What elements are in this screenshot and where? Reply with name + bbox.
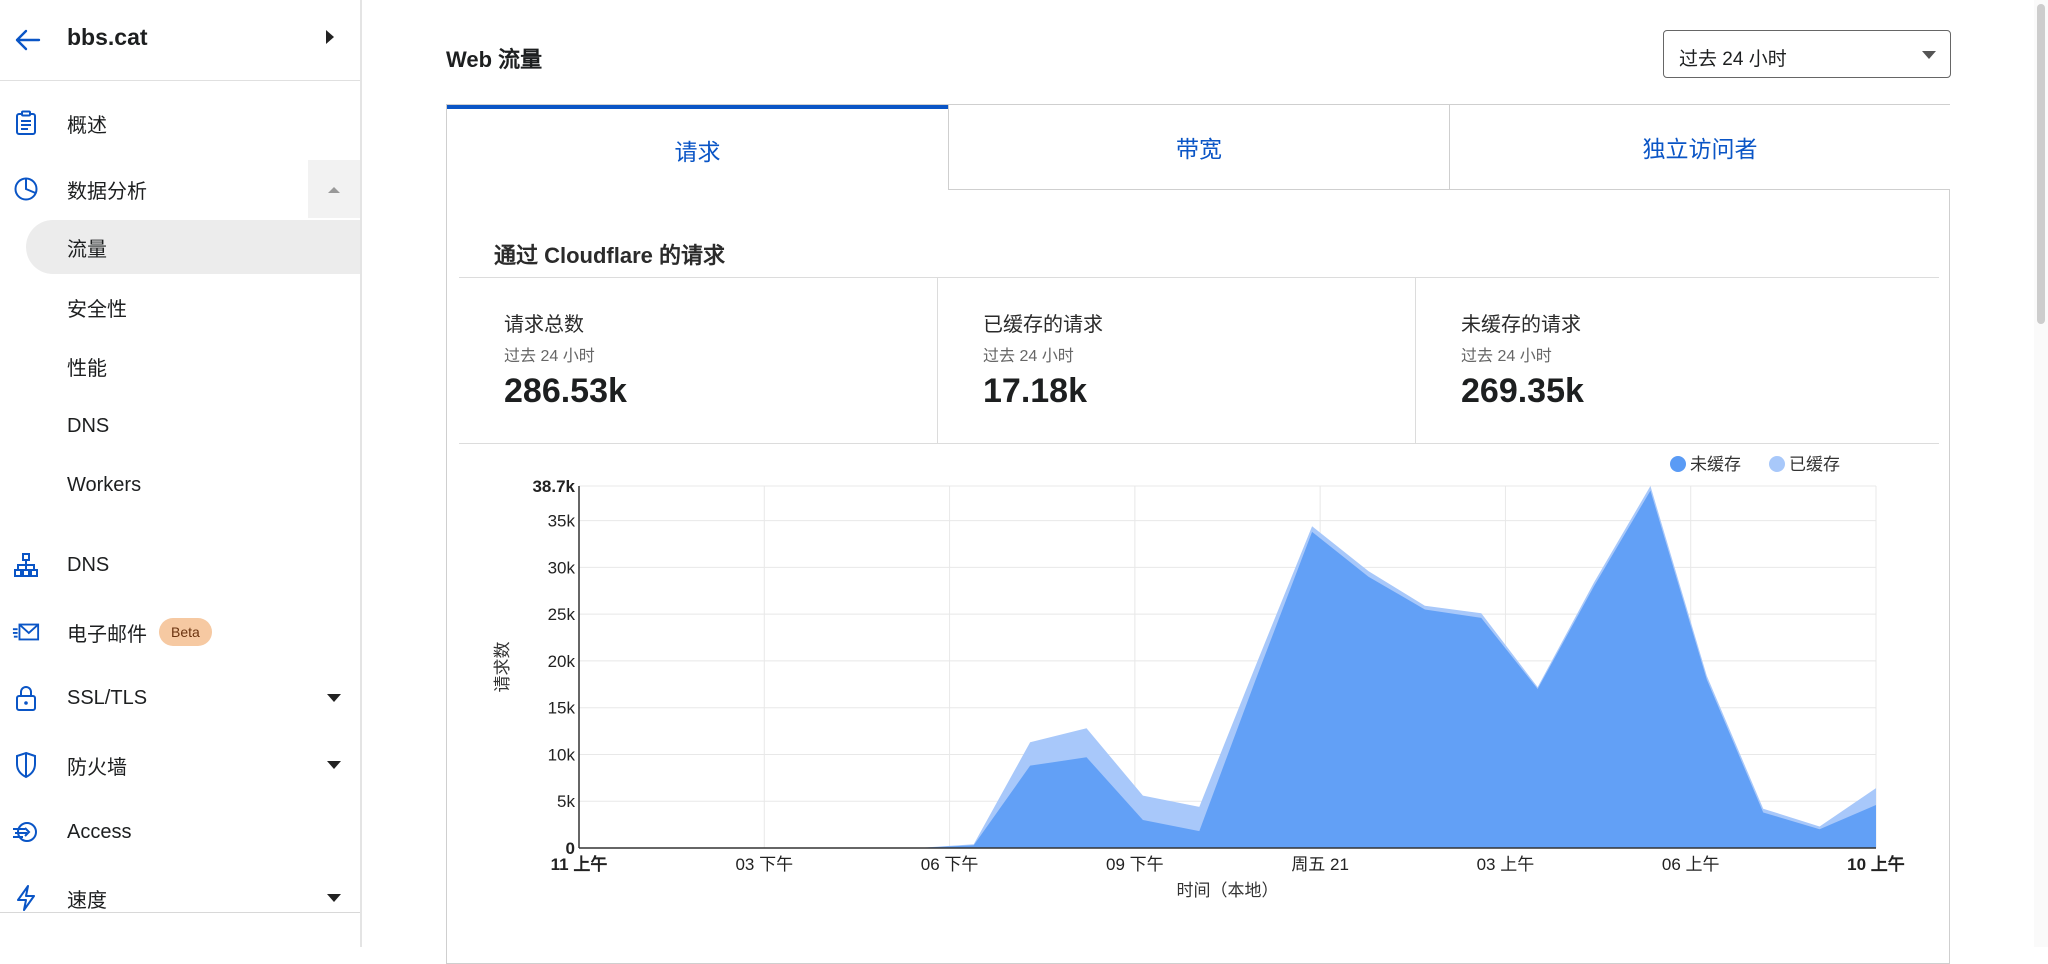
sidebar-subitem-workers[interactable]: Workers [26, 458, 360, 512]
time-range-value: 过去 24 小时 [1679, 49, 1787, 70]
tab-requests[interactable]: 请求 [447, 105, 948, 190]
sidebar-item-label: 速度 [67, 889, 107, 912]
sidebar-item-label: Access [67, 820, 132, 843]
sidebar-item-email[interactable]: 电子邮件 [0, 607, 360, 657]
subitem-label: Workers [67, 473, 142, 496]
sidebar-item-ssl[interactable]: SSL/TLS [0, 673, 360, 723]
stat-total-requests: 请求总数 过去 24 小时 286.53k [459, 278, 937, 443]
lock-icon [12, 684, 40, 712]
beta-badge: Beta [159, 618, 212, 646]
stat-uncached-requests: 未缓存的请求 过去 24 小时 269.35k [1415, 278, 1939, 443]
email-icon [12, 618, 40, 646]
subitem-label: 性能 [67, 357, 107, 380]
subitem-label: DNS [67, 414, 110, 437]
sidebar-subitem-traffic[interactable]: 流量 [26, 220, 360, 274]
caret-up-icon [328, 187, 340, 193]
caret-down-icon [327, 894, 341, 902]
subitem-label: 安全性 [67, 298, 127, 321]
lightning-icon [12, 884, 40, 912]
tab-bandwidth[interactable]: 带宽 [948, 105, 1449, 190]
sidebar-item-label: 电子邮件 [67, 623, 147, 646]
sidebar-item-access[interactable]: Access [0, 807, 360, 857]
sidebar-item-label: DNS [67, 553, 110, 576]
sidebar-subitem-dns[interactable]: DNS [26, 399, 360, 453]
sidebar-item-label: 防火墙 [67, 756, 127, 779]
stat-label: 未缓存的请求 [1461, 314, 1581, 336]
tab-visitors[interactable]: 独立访问者 [1449, 105, 1950, 190]
stat-value: 286.53k [504, 372, 627, 410]
stat-label: 已缓存的请求 [983, 314, 1103, 336]
sidebar-item-label: SSL/TLS [67, 686, 148, 709]
sidebar-item-dns[interactable]: DNS [0, 540, 360, 590]
site-name[interactable]: bbs.cat [67, 24, 148, 50]
traffic-card: 请求 带宽 独立访问者 通过 Cloudflare 的请求 请求总数 过去 24… [446, 104, 1950, 964]
network-tree-icon [12, 551, 40, 579]
sidebar-item-overview[interactable]: 概述 [0, 98, 360, 148]
time-range-select[interactable]: 过去 24 小时 [1663, 30, 1951, 78]
stat-label: 请求总数 [504, 314, 584, 336]
sidebar-divider [0, 912, 360, 913]
collapse-toggle[interactable] [308, 160, 360, 218]
scrollbar-thumb[interactable] [2037, 4, 2045, 324]
sidebar-item-firewall[interactable]: 防火墙 [0, 740, 360, 790]
scrollbar-track[interactable] [2034, 0, 2048, 947]
caret-right-icon[interactable] [326, 30, 334, 44]
caret-down-icon [327, 694, 341, 702]
stat-cached-requests: 已缓存的请求 过去 24 小时 17.18k [937, 278, 1415, 443]
sidebar-header: bbs.cat [0, 0, 360, 81]
sidebar-item-analytics[interactable]: 数据分析 [0, 164, 360, 214]
pie-chart-icon [12, 175, 40, 203]
access-icon [12, 818, 40, 846]
section-title: 通过 Cloudflare 的请求 [494, 243, 726, 268]
sidebar-item-label: 数据分析 [67, 180, 147, 203]
chevron-down-icon [1922, 51, 1936, 59]
caret-down-icon [327, 761, 341, 769]
stats-row: 请求总数 过去 24 小时 286.53k 已缓存的请求 过去 24 小时 17… [459, 277, 1939, 444]
shield-icon [12, 751, 40, 779]
stat-value: 269.35k [1461, 372, 1584, 410]
stat-period: 过去 24 小时 [504, 348, 595, 365]
sidebar: bbs.cat 概述 数据分析 流量 安全性 性能 DNS Workers DN… [0, 0, 362, 947]
subitem-label: 流量 [67, 238, 107, 261]
stat-period: 过去 24 小时 [1461, 348, 1552, 365]
stat-value: 17.18k [983, 372, 1087, 410]
back-arrow-icon[interactable] [10, 22, 46, 58]
stat-period: 过去 24 小时 [983, 348, 1074, 365]
page-title: Web 流量 [446, 47, 543, 72]
sidebar-subitem-security[interactable]: 安全性 [26, 280, 360, 334]
main-content: Web 流量 过去 24 小时 请求 带宽 独立访问者 通过 Cloudflar… [362, 0, 2048, 964]
sidebar-item-label: 概述 [67, 114, 107, 137]
sidebar-subitem-performance[interactable]: 性能 [26, 339, 360, 393]
clipboard-icon [12, 109, 40, 137]
sidebar-item-speed[interactable]: 速度 [0, 873, 360, 923]
